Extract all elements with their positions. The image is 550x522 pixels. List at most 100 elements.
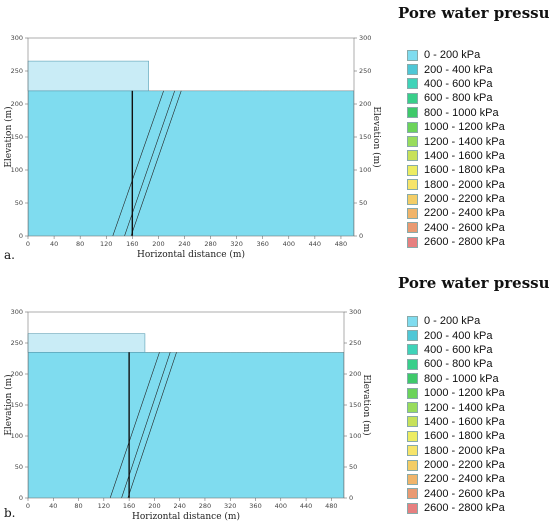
legend-item: 200 - 400 kPa [407, 328, 505, 342]
legend-label: 2000 - 2200 kPa [424, 193, 505, 206]
y-tick-label-right: 200 [359, 100, 371, 108]
legend-label: 1400 - 1600 kPa [424, 415, 505, 428]
legend-swatch [407, 49, 418, 61]
legend-swatch [407, 315, 418, 327]
legend-item: 0 - 200 kPa [407, 48, 505, 62]
legend-item: 2600 - 2800 kPa [407, 501, 505, 515]
legend-item: 800 - 1000 kPa [407, 106, 505, 120]
legend-label: 200 - 400 kPa [424, 329, 493, 342]
y-tick-label-right: 150 [349, 401, 361, 409]
pressure-band [28, 352, 344, 498]
y-tick-label: 150 [11, 133, 23, 141]
legend-item: 1000 - 1200 kPa [407, 120, 505, 134]
y-axis-title-left: Elevation (m) [3, 374, 14, 435]
legend-label: 2000 - 2200 kPa [424, 459, 505, 472]
legend-item: 2000 - 2200 kPa [407, 458, 505, 472]
y-tick-label: 150 [11, 401, 23, 409]
x-tick-label: 120 [98, 502, 110, 510]
y-tick-label-right: 50 [359, 199, 367, 207]
y-tick-label: 50 [15, 199, 23, 207]
y-tick-label: 50 [15, 463, 23, 471]
legend-item: 800 - 1000 kPa [407, 372, 505, 386]
legend-swatch [407, 459, 418, 471]
legend-label: 1200 - 1400 kPa [424, 135, 505, 148]
legend-swatch [407, 402, 418, 414]
legend-label: 600 - 800 kPa [424, 92, 493, 105]
legend-label: 400 - 600 kPa [424, 343, 493, 356]
legend-swatch [407, 207, 418, 219]
legend-label: 2200 - 2400 kPa [424, 473, 505, 486]
legend-swatch [407, 430, 418, 442]
legend-swatch [407, 416, 418, 428]
y-tick-label: 100 [11, 432, 23, 440]
x-tick-label: 160 [126, 240, 138, 248]
legend-label: 800 - 1000 kPa [424, 372, 499, 385]
x-tick-label: 120 [100, 240, 112, 248]
legend-title-a: Pore water pressure [398, 4, 550, 22]
x-axis-title: Horizontal distance (m) [137, 249, 245, 259]
legend-label: 2200 - 2400 kPa [424, 207, 505, 220]
legend-swatch [407, 92, 418, 104]
y-axis-title-right: Elevation (m) [371, 106, 382, 167]
legend-item: 400 - 600 kPa [407, 343, 505, 357]
legend-swatch [407, 344, 418, 356]
pressure-bands [28, 352, 344, 498]
legend-swatch [407, 107, 418, 119]
legend-label: 1800 - 2000 kPa [424, 444, 505, 457]
y-tick-label-right: 50 [349, 463, 357, 471]
panel-label-b: b. [4, 506, 16, 520]
x-tick-label: 400 [275, 502, 287, 510]
fault-line [127, 352, 177, 499]
legend-item: 200 - 400 kPa [407, 62, 505, 76]
legend-swatch [407, 502, 418, 514]
legend-item: 1800 - 2000 kPa [407, 444, 505, 458]
x-tick-label: 0 [26, 240, 30, 248]
y-tick-label-right: 250 [359, 67, 371, 75]
y-tick-label: 0 [19, 494, 23, 502]
legend-label: 2400 - 2600 kPa [424, 487, 505, 500]
y-tick-label-right: 0 [359, 232, 363, 240]
y-tick-label: 200 [11, 100, 23, 108]
y-tick-label: 300 [11, 34, 23, 42]
legend-item: 2600 - 2800 kPa [407, 235, 505, 249]
x-tick-label: 320 [224, 502, 236, 510]
legend-item: 600 - 800 kPa [407, 91, 505, 105]
legend-item: 2000 - 2200 kPa [407, 192, 505, 206]
y-axis-title-left: Elevation (m) [3, 106, 14, 167]
x-tick-label: 280 [204, 240, 216, 248]
legend-label: 1000 - 1200 kPa [424, 121, 505, 134]
x-tick-label: 40 [50, 240, 58, 248]
legend-item: 1400 - 1600 kPa [407, 415, 505, 429]
legend-swatch [407, 222, 418, 234]
y-tick-label-right: 300 [349, 308, 361, 316]
legend-swatch [407, 193, 418, 205]
legend-title-b: Pore water pressure [398, 274, 550, 292]
legend-label: 1000 - 1200 kPa [424, 387, 505, 400]
legend-swatch [407, 387, 418, 399]
x-tick-label: 400 [283, 240, 295, 248]
legend-label: 1800 - 2000 kPa [424, 178, 505, 191]
y-tick-label: 0 [19, 232, 23, 240]
x-tick-label: 0 [26, 502, 30, 510]
y-tick-label: 200 [11, 370, 23, 378]
y-tick-label: 100 [11, 166, 23, 174]
legend-item: 1200 - 1400 kPa [407, 134, 505, 148]
x-tick-label: 200 [152, 240, 164, 248]
pressure-band [28, 90, 354, 236]
legend-item: 0 - 200 kPa [407, 314, 505, 328]
x-tick-label: 200 [148, 502, 160, 510]
x-tick-label: 240 [173, 502, 185, 510]
legend-swatch [407, 330, 418, 342]
legend-swatch [407, 64, 418, 76]
legend-swatch [407, 136, 418, 148]
x-axis-title: Horizontal distance (m) [132, 511, 240, 522]
x-tick-label: 80 [74, 502, 82, 510]
pressure-bands [28, 90, 354, 236]
legend-label: 200 - 400 kPa [424, 63, 493, 76]
upper-terrace [27, 60, 149, 92]
legend-item: 1000 - 1200 kPa [407, 386, 505, 400]
legend-item: 1600 - 1800 kPa [407, 429, 505, 443]
y-tick-label: 300 [11, 308, 23, 316]
legend-b: 0 - 200 kPa 200 - 400 kPa 400 - 600 kPa 600… [407, 314, 505, 515]
